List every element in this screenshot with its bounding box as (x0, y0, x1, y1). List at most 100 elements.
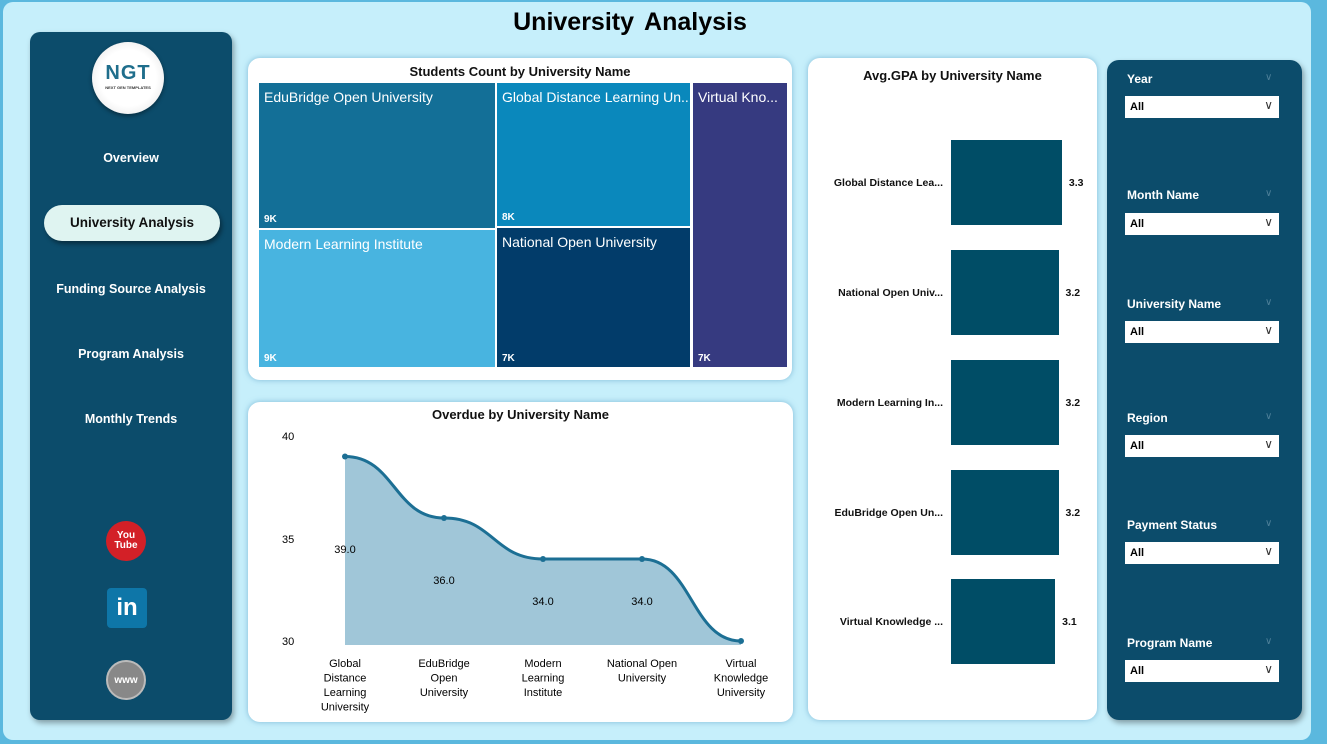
treemap-cell-name: Virtual Kno... (698, 89, 778, 105)
x-tick-label: Distance (324, 673, 367, 685)
linkedin-icon[interactable]: in (107, 588, 147, 628)
chevron-down-icon[interactable]: ∨ (1265, 188, 1273, 199)
gpa-category-label: EduBridge Open Un... (834, 507, 943, 519)
nav-funding-source-analysis[interactable]: Funding Source Analysis (56, 282, 206, 296)
treemap-cell-value: 7K (698, 353, 711, 364)
chevron-down-icon[interactable]: ∨ (1265, 297, 1273, 308)
data-label: 36.0 (433, 575, 454, 587)
nav-university-analysis[interactable]: University Analysis (44, 205, 220, 241)
slicer-value: All (1130, 547, 1145, 559)
slicer-value: All (1130, 326, 1145, 338)
slicer-label: Program Name (1127, 636, 1213, 650)
x-tick-label: Learning (522, 673, 565, 685)
y-tick-label: 35 (282, 534, 294, 546)
slicer-dropdown[interactable]: All ∨ (1125, 96, 1279, 118)
x-tick-label: University (717, 687, 766, 699)
overdue-area (345, 456, 741, 645)
slicer-value: All (1130, 218, 1145, 230)
treemap-cell[interactable]: Modern Learning Institute 9K (259, 230, 495, 367)
gpa-value-label: 3.2 (1065, 397, 1081, 409)
x-tick-label: EduBridge (418, 658, 469, 670)
data-label: 34.0 (631, 596, 652, 608)
x-tick-label: University (321, 702, 370, 714)
overdue-point[interactable] (342, 453, 348, 460)
chevron-down-icon[interactable]: ∨ (1265, 72, 1273, 83)
ngt-logo: NGT NEXT GEN TEMPLATES (92, 42, 164, 114)
chevron-down-icon: ∨ (1264, 323, 1273, 337)
gpa-bar[interactable] (951, 250, 1059, 335)
chevron-down-icon: ∨ (1264, 215, 1273, 229)
slicer-value: All (1130, 665, 1145, 677)
gpa-category-label: Global Distance Lea... (833, 177, 943, 189)
slicer-label: Month Name (1127, 188, 1199, 202)
treemap-cell-name: Global Distance Learning Un... (502, 89, 690, 105)
page-title: University Analysis (513, 8, 747, 36)
nav-program-analysis[interactable]: Program Analysis (78, 347, 184, 361)
gpa-bar[interactable] (951, 360, 1059, 445)
x-tick-label: Institute (524, 687, 563, 699)
overdue-point[interactable] (540, 556, 546, 562)
youtube-icon[interactable]: You Tube (106, 521, 146, 561)
chevron-down-icon: ∨ (1264, 544, 1273, 558)
slicer-value: All (1130, 101, 1145, 113)
data-label: 39.0 (334, 544, 355, 556)
overdue-point[interactable] (441, 515, 447, 521)
gpa-title: Avg.GPA by University Name (863, 68, 1042, 83)
slicer-dropdown[interactable]: All ∨ (1125, 321, 1279, 343)
chevron-down-icon[interactable]: ∨ (1265, 411, 1273, 422)
slicer-label: Region (1127, 411, 1168, 425)
chevron-down-icon: ∨ (1264, 662, 1273, 676)
slicer-dropdown[interactable]: All ∨ (1125, 660, 1279, 682)
chevron-down-icon[interactable]: ∨ (1265, 636, 1273, 647)
treemap-cell-value: 8K (502, 212, 515, 223)
nav-monthly-trends[interactable]: Monthly Trends (84, 412, 178, 426)
gpa-category-label: Virtual Knowledge ... (839, 616, 943, 628)
x-tick-label: National Open (607, 658, 677, 670)
slicer-dropdown[interactable]: All ∨ (1125, 435, 1279, 457)
overdue-point[interactable] (639, 556, 645, 562)
chevron-down-icon[interactable]: ∨ (1265, 518, 1273, 529)
treemap-cell-value: 7K (502, 353, 515, 364)
treemap-cell[interactable]: Virtual Kno... 7K (693, 83, 787, 367)
chevron-down-icon: ∨ (1264, 98, 1273, 112)
x-tick-label: Open (431, 673, 458, 685)
gpa-value-label: 3.1 (1062, 616, 1077, 628)
gpa-category-label: National Open Univ... (838, 287, 943, 299)
gpa-bar[interactable] (951, 140, 1062, 225)
gpa-value-label: 3.2 (1065, 507, 1081, 519)
globe-icon[interactable]: www (106, 660, 146, 700)
treemap-title: Students Count by University Name (409, 64, 631, 79)
treemap-cell-value: 9K (264, 214, 277, 225)
nav-overview[interactable]: Overview (103, 151, 159, 165)
overdue-point[interactable] (738, 638, 744, 644)
y-tick-label: 40 (282, 431, 294, 443)
y-tick-label: 30 (282, 636, 294, 648)
treemap-cell-value: 9K (264, 353, 277, 364)
treemap-cell-name: National Open University (502, 234, 657, 250)
gpa-value-label: 3.2 (1065, 287, 1081, 299)
treemap-cell[interactable]: National Open University 7K (497, 228, 690, 367)
slicer-label: Payment Status (1127, 518, 1218, 532)
gpa-bar[interactable] (951, 470, 1059, 555)
slicer-label: Year (1127, 72, 1153, 86)
data-label: 34.0 (532, 596, 553, 608)
x-tick-label: Learning (324, 687, 367, 699)
x-tick-label: University (618, 673, 667, 685)
x-tick-label: University (420, 687, 469, 699)
gpa-bar[interactable] (951, 579, 1056, 664)
slicer-dropdown[interactable]: All ∨ (1125, 213, 1279, 235)
x-tick-label: Knowledge (714, 673, 768, 685)
gpa-value-label: 3.3 (1068, 177, 1084, 189)
gpa-category-label: Modern Learning In... (836, 397, 943, 409)
treemap-cell-name: EduBridge Open University (264, 89, 433, 105)
overdue-title: Overdue by University Name (431, 407, 610, 422)
filter-panel (1107, 60, 1302, 720)
slicer-value: All (1130, 440, 1145, 452)
treemap-cell[interactable]: EduBridge Open University 9K (259, 83, 495, 228)
slicer-dropdown[interactable]: All ∨ (1125, 542, 1279, 564)
chevron-down-icon: ∨ (1264, 437, 1273, 451)
treemap-cell[interactable]: Global Distance Learning Un... 8K (497, 83, 690, 226)
slicer-label: University Name (1127, 297, 1222, 311)
x-tick-label: Virtual (726, 658, 757, 670)
